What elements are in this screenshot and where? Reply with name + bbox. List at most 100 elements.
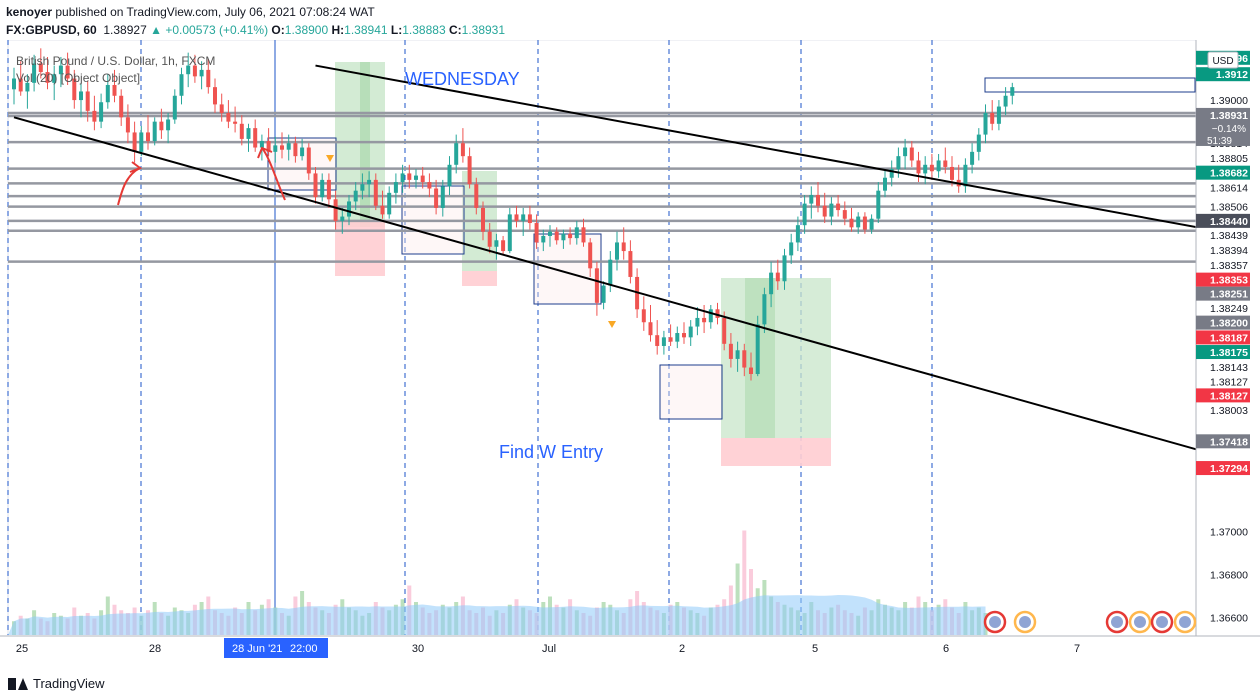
marker-triangle-icon — [326, 155, 334, 162]
price-chart[interactable]: British Pound / U.S. Dollar, 1h, FXCM Vo… — [0, 40, 1260, 670]
candle — [246, 128, 251, 139]
candle — [628, 251, 633, 277]
candle — [146, 132, 150, 142]
price-label: 1.37294 — [1210, 463, 1248, 475]
candle — [393, 182, 398, 193]
candle — [340, 216, 345, 221]
time-tick: 2 — [679, 643, 685, 655]
candle — [963, 164, 968, 187]
time-tick: Jul — [542, 643, 556, 655]
candle — [440, 186, 445, 208]
price-label: 1.38175 — [1210, 347, 1248, 359]
price-label: 1.37000 — [1210, 526, 1248, 538]
candle — [172, 95, 177, 120]
candle — [166, 119, 171, 131]
find-w-entry-label: Find W Entry — [499, 442, 603, 462]
hand-drawn-arrow — [261, 147, 286, 201]
series-legend[interactable]: British Pound / U.S. Dollar, 1h, FXCM — [16, 54, 215, 68]
currency-label: USD — [1212, 56, 1233, 67]
price-label: 1.38682 — [1210, 168, 1248, 180]
price-label: 1.38003 — [1210, 405, 1248, 417]
candle — [769, 272, 774, 295]
candle — [25, 82, 30, 92]
publisher-line: kenoyer published on TradingView.com, Ju… — [6, 5, 375, 19]
price-label: 1.38506 — [1210, 202, 1248, 214]
price-axis[interactable]: 1.391961.39121.390001.389311.389261.3881… — [1195, 40, 1260, 670]
time-tick: 6 — [943, 643, 949, 655]
marker-triangle-icon — [608, 321, 616, 328]
candle — [688, 326, 693, 338]
candle — [152, 121, 157, 142]
price-badge — [1196, 461, 1250, 476]
vertical-session-lines — [7, 40, 1197, 637]
candle — [326, 179, 331, 200]
flag-emblem-icon — [1134, 616, 1146, 628]
candle — [119, 95, 124, 118]
price-label: 1.38251 — [1210, 289, 1248, 301]
price-badge — [1196, 315, 1250, 330]
candle — [460, 143, 465, 157]
price-label: 1.38394 — [1210, 245, 1248, 257]
candle — [996, 106, 1001, 124]
trendline — [13, 116, 1260, 469]
candle — [889, 169, 894, 178]
candle — [219, 104, 224, 114]
wednesday-label: WEDNESDAY — [405, 69, 520, 89]
long-loss-zone-3 — [721, 438, 831, 466]
candle — [990, 113, 995, 124]
price-badge — [1196, 286, 1250, 301]
candle — [320, 179, 325, 198]
candle — [427, 182, 432, 189]
flag-emblem-icon — [1179, 616, 1191, 628]
username[interactable]: kenoyer — [6, 5, 53, 19]
candle — [233, 121, 238, 124]
annotations — [117, 146, 616, 328]
open-label: O: — [271, 23, 285, 37]
candle — [782, 255, 787, 282]
candle — [454, 143, 459, 165]
current-price-value: 1.38931 — [1210, 110, 1248, 122]
flag-emblem-icon — [1019, 616, 1031, 628]
candle — [313, 173, 318, 198]
candle — [775, 272, 780, 282]
trade-zones — [267, 62, 1196, 466]
candle — [795, 225, 800, 243]
candle — [273, 145, 278, 152]
candle — [286, 143, 291, 150]
volume-legend[interactable]: Vol (20) [Object Object] — [16, 71, 140, 85]
tradingview-logo[interactable]: TradingView — [8, 676, 105, 691]
up-arrow-icon: ▲ — [150, 23, 162, 37]
price-badge — [1196, 213, 1250, 228]
price-label: 1.38614 — [1210, 182, 1248, 194]
candle — [983, 113, 988, 135]
candle — [708, 309, 713, 323]
candle — [373, 179, 378, 206]
time-tick: 5 — [812, 643, 818, 655]
symbol-label[interactable]: FX:GBPUSD, 60 — [6, 23, 97, 37]
current-price-badge — [1196, 107, 1250, 146]
candle — [936, 160, 941, 172]
event-flags[interactable] — [983, 610, 1197, 634]
long-profit-zone-3-inner — [745, 278, 775, 438]
candle — [186, 65, 191, 75]
candle — [749, 367, 753, 375]
price-label: 1.38187 — [1210, 332, 1248, 344]
candle — [400, 173, 405, 183]
candle — [702, 317, 707, 323]
price-badge — [1196, 345, 1250, 360]
candle — [300, 147, 305, 157]
candle — [253, 128, 258, 148]
candle — [481, 207, 485, 232]
candle — [52, 74, 57, 83]
price-label: 1.37418 — [1210, 436, 1248, 448]
price-badge — [1196, 330, 1250, 345]
candle — [561, 233, 566, 241]
candle — [722, 317, 727, 344]
price-label: 1.38353 — [1210, 275, 1248, 287]
publish-info: published on TradingView.com, July 06, 2… — [55, 5, 375, 19]
price-badge — [1196, 388, 1250, 403]
time-axis[interactable]: 25 28 30 Jul 2 5 6 728 Jun '21 22:00 — [0, 635, 1260, 658]
footer: TradingView — [0, 670, 1260, 700]
candle — [72, 78, 77, 101]
candle — [380, 205, 385, 215]
